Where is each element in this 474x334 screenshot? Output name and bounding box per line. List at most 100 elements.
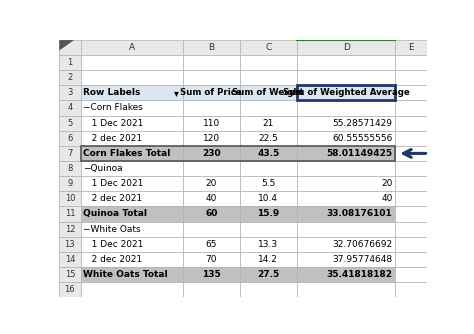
Bar [81, 131, 182, 146]
Bar [182, 146, 240, 161]
Bar [395, 282, 427, 297]
Bar [81, 161, 182, 176]
Bar [395, 40, 427, 55]
Bar [59, 206, 81, 221]
Bar [182, 267, 240, 282]
Text: Corn Flakes Total: Corn Flakes Total [83, 149, 171, 158]
Bar [81, 40, 182, 55]
Text: Quinoa Total: Quinoa Total [83, 209, 147, 218]
Bar [81, 237, 182, 252]
Text: 55.28571429: 55.28571429 [333, 119, 392, 128]
Bar [395, 116, 427, 131]
Text: 60.55555556: 60.55555556 [332, 134, 392, 143]
Bar [182, 206, 240, 221]
Bar [297, 191, 395, 206]
Bar [81, 146, 182, 161]
Bar [240, 131, 297, 146]
Text: Sum of Price: Sum of Price [180, 89, 242, 97]
Bar [297, 55, 395, 70]
Bar [395, 85, 427, 101]
Text: E: E [408, 43, 414, 52]
Text: 58.01149425: 58.01149425 [327, 149, 392, 158]
Text: D: D [343, 43, 350, 52]
Text: A: A [128, 43, 135, 52]
Text: 22.5: 22.5 [258, 134, 278, 143]
Bar [395, 206, 427, 221]
Text: Row Labels: Row Labels [83, 89, 140, 97]
Bar [182, 161, 240, 176]
Bar [395, 131, 427, 146]
Bar [59, 221, 81, 237]
Text: 110: 110 [202, 119, 220, 128]
Bar [395, 161, 427, 176]
Bar [81, 85, 182, 101]
Bar [395, 252, 427, 267]
Bar [240, 40, 297, 55]
Text: 5.5: 5.5 [261, 179, 275, 188]
Bar [182, 191, 240, 206]
Bar [81, 70, 182, 85]
Bar [297, 131, 395, 146]
Bar [240, 85, 297, 101]
Bar [59, 55, 81, 70]
Text: 32.70676692: 32.70676692 [332, 240, 392, 249]
Bar [59, 40, 81, 55]
Text: White Oats Total: White Oats Total [83, 270, 168, 279]
Bar [182, 176, 240, 191]
Bar [240, 191, 297, 206]
Bar [59, 282, 81, 297]
Bar [297, 252, 395, 267]
Text: 11: 11 [64, 209, 75, 218]
Bar [297, 40, 395, 55]
Text: 16: 16 [64, 285, 75, 294]
Text: C: C [265, 43, 272, 52]
Text: 65: 65 [205, 240, 217, 249]
Text: 12: 12 [64, 225, 75, 233]
Text: 120: 120 [202, 134, 220, 143]
Text: 21: 21 [263, 119, 274, 128]
Text: 8: 8 [67, 164, 73, 173]
Text: 14.2: 14.2 [258, 255, 278, 264]
Text: 15.9: 15.9 [257, 209, 279, 218]
Bar [395, 101, 427, 116]
Bar [240, 221, 297, 237]
Bar [297, 206, 395, 221]
Bar [81, 267, 182, 282]
Text: 1 Dec 2021: 1 Dec 2021 [83, 119, 144, 128]
Text: 10: 10 [64, 194, 75, 203]
Bar [395, 267, 427, 282]
Text: 1 Dec 2021: 1 Dec 2021 [83, 240, 144, 249]
Bar [297, 176, 395, 191]
Text: 20: 20 [206, 179, 217, 188]
Text: 4: 4 [67, 104, 73, 113]
Text: 3: 3 [67, 89, 73, 97]
Bar [297, 267, 395, 282]
Text: 9: 9 [67, 179, 73, 188]
Bar [182, 282, 240, 297]
Text: ▾: ▾ [173, 88, 179, 98]
Text: 5: 5 [67, 119, 73, 128]
Text: Sum of Weighted Average: Sum of Weighted Average [283, 89, 410, 97]
Bar [240, 161, 297, 176]
Text: exceldemy
EXCEL·DATA·BI: exceldemy EXCEL·DATA·BI [269, 277, 305, 287]
Bar [182, 101, 240, 116]
Bar [240, 70, 297, 85]
Text: 13: 13 [64, 240, 75, 249]
Bar [297, 101, 395, 116]
Text: 14: 14 [64, 255, 75, 264]
Bar [395, 55, 427, 70]
Text: 1: 1 [67, 58, 73, 67]
Bar [182, 116, 240, 131]
Text: 230: 230 [202, 149, 220, 158]
Bar [59, 176, 81, 191]
Text: 35.41818182: 35.41818182 [327, 270, 392, 279]
Bar [297, 161, 395, 176]
Bar [81, 116, 182, 131]
Bar [81, 101, 182, 116]
Bar [182, 40, 240, 55]
Bar [240, 176, 297, 191]
Bar [182, 85, 240, 101]
Bar [182, 221, 240, 237]
Bar [240, 55, 297, 70]
Bar [59, 237, 81, 252]
